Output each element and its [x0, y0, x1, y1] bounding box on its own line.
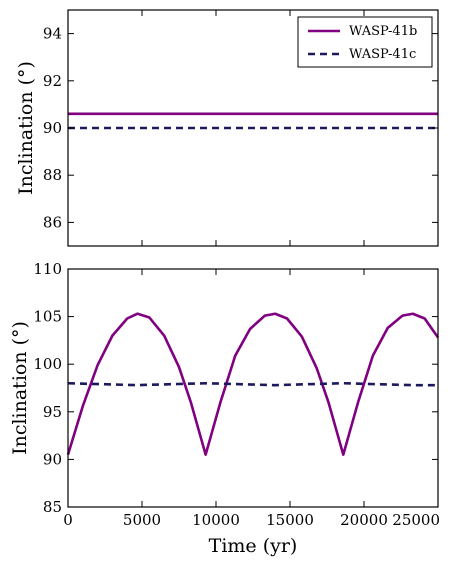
top-y-tick-label: 90	[43, 119, 62, 137]
bottom-y-tick-label: 100	[33, 355, 62, 373]
top-series-layer	[68, 112, 438, 130]
x-tick-label: 10000	[192, 511, 240, 529]
bottom-y-tick-label: 90	[43, 450, 62, 468]
bottom-y-axis-title: Inclination (°)	[9, 321, 31, 455]
bottom-y-tick-label: 110	[33, 260, 62, 278]
top-panel: 86 88 90 92 94 Inclination (°) WASP-41b WASP…	[15, 9, 439, 247]
top-y-axis-title: Inclination (°)	[15, 61, 37, 195]
top-y-tick-label: 88	[43, 166, 62, 184]
x-tick-label: 20000	[340, 511, 388, 529]
top-y-tick-label: 86	[43, 213, 62, 231]
top-y-tick-label: 92	[43, 72, 62, 90]
x-axis-title: Time (yr)	[209, 535, 298, 557]
x-tick-label: 5000	[123, 511, 161, 529]
bottom-series-layer	[66, 312, 440, 456]
top-y-tick-label: 94	[43, 25, 62, 43]
x-tick-label: 15000	[266, 511, 314, 529]
bottom-series-line-wasp41c	[67, 381, 438, 387]
bottom-plot-frame	[67, 268, 439, 508]
bottom-y-tick-label: 105	[33, 308, 62, 326]
bottom-y-tick-label: 85	[43, 498, 62, 516]
bottom-series-line-wasp41b	[66, 312, 440, 456]
x-tick-label: 0	[63, 511, 73, 529]
legend-box	[297, 16, 433, 68]
legend: WASP-41b WASP-41c	[297, 16, 433, 68]
legend-label-wasp41c: WASP-41c	[349, 47, 416, 62]
top-ticks-layer: 86 88 90 92 94	[43, 10, 439, 246]
bottom-y-tick-label: 95	[43, 403, 62, 421]
bottom-ticks-layer: 85 90 95 100 105 110 0 5000 10000 15000 20000 25000	[33, 260, 440, 529]
bottom-panel: 85 90 95 100 105 110 0 5000 10000 15000 20000 25000…	[9, 260, 440, 557]
x-tick-label: 25000	[392, 511, 440, 529]
legend-label-wasp41b: WASP-41b	[349, 24, 417, 39]
